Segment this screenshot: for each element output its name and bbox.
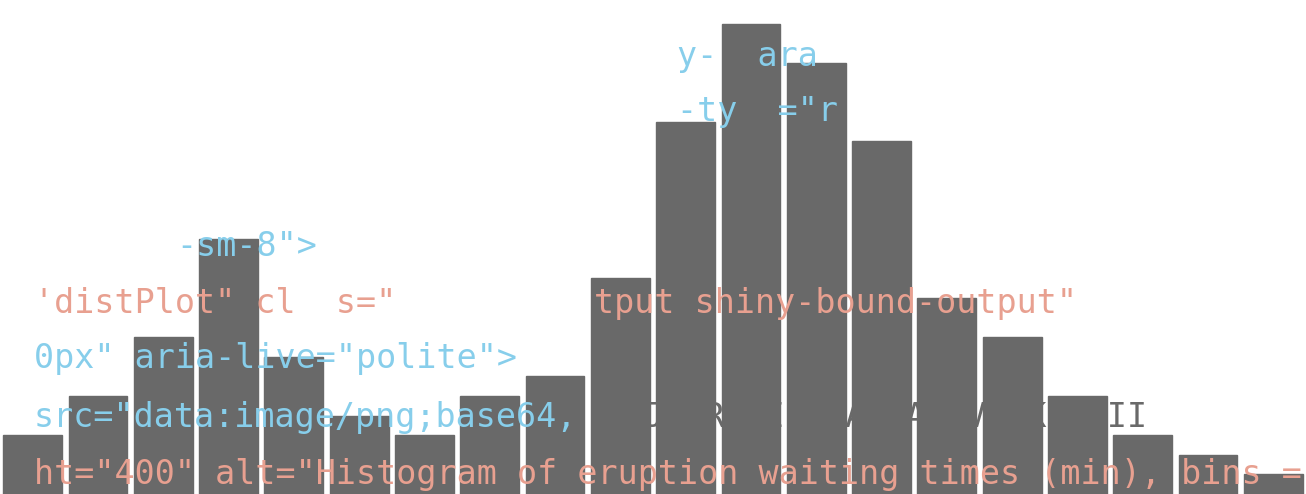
Bar: [394, 435, 453, 494]
Bar: [133, 337, 192, 494]
Bar: [3, 435, 61, 494]
Bar: [525, 376, 585, 494]
Bar: [852, 141, 912, 494]
Bar: [1049, 396, 1107, 494]
Bar: [917, 298, 977, 494]
Text: -sm-8">: -sm-8">: [176, 231, 317, 263]
Text: 0px" aria-live="polite">: 0px" aria-live="polite">: [34, 342, 517, 374]
Bar: [657, 122, 716, 494]
Bar: [68, 396, 128, 494]
Text: -ty  ="r: -ty ="r: [677, 95, 837, 127]
Bar: [264, 357, 323, 494]
Text: y-  ara: y- ara: [677, 41, 818, 73]
Bar: [199, 239, 259, 494]
Text: ...4/JtTRz+IC4AAAAASUV0RK5CYII: ...4/JtTRz+IC4AAAAASUV0RK5CYII: [483, 401, 1148, 434]
Text: src="data:image/png;base64,: src="data:image/png;base64,: [34, 401, 577, 434]
Bar: [329, 415, 388, 494]
Bar: [1178, 455, 1238, 494]
Bar: [983, 337, 1042, 494]
Text: 'distPlot" cl  s=": 'distPlot" cl s=": [34, 288, 396, 320]
Text: ht="400" alt="Histogram of eruption waiting times (min), bins = 2: ht="400" alt="Histogram of eruption wait…: [34, 458, 1306, 491]
Bar: [1245, 474, 1303, 494]
Bar: [1113, 435, 1171, 494]
Bar: [786, 63, 846, 494]
Text: tput shiny-bound-output": tput shiny-bound-output": [594, 288, 1077, 320]
Bar: [590, 278, 650, 494]
Bar: [461, 396, 520, 494]
Bar: [722, 24, 781, 494]
